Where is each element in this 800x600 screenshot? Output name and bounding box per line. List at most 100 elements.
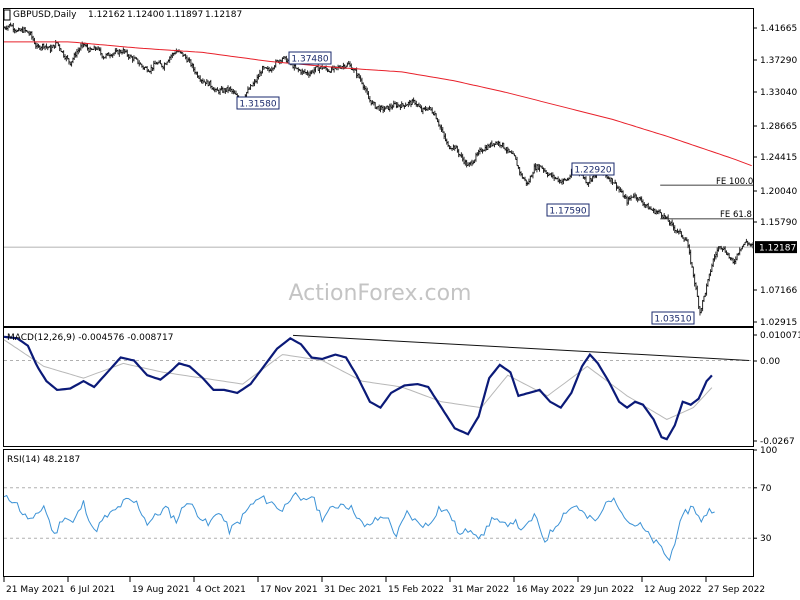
swing-label: 1.37480 [288,51,332,65]
macd-panel-frame [3,327,754,447]
candle [64,54,66,60]
candle [709,269,712,277]
candle [313,67,316,75]
candle [457,148,460,158]
candle [211,85,213,90]
candle [194,66,196,75]
candle [414,99,416,105]
candle [715,251,717,260]
candle [716,247,719,258]
candle [42,43,45,49]
candle [57,42,60,47]
chart-header: GBPUSD,Daily 1.12162 1.12400 1.11897 1.1… [3,9,242,21]
candle [342,62,345,70]
date-axis-label: 12 Aug 2022 [644,585,702,595]
header-low: 1.11897 [166,10,203,20]
swing-label-text: 1.22920 [574,166,611,176]
candle [479,147,481,155]
candle [456,145,459,153]
candle [707,279,709,287]
candle [309,70,312,77]
candle [192,63,195,72]
candle [508,148,510,153]
candle [249,84,252,90]
candle [182,52,184,57]
candle [506,146,509,154]
candle [546,171,549,178]
candle [304,68,306,74]
candle [671,219,673,227]
watermark: ActionForex.com [289,281,472,306]
candle [150,64,152,75]
candle [24,27,27,33]
candle [711,263,713,273]
candle [159,59,162,65]
macd-axis-label: 0.00 [760,357,780,367]
price-axis-label: 1.41665 [760,24,797,34]
rsi-layer [3,487,753,562]
candle [498,141,501,148]
macd-trendline [292,334,750,361]
candle [400,101,403,109]
candle [5,25,8,31]
price-axis-label: 1.20040 [760,187,797,197]
swing-label-box [651,311,695,325]
candle [518,167,521,176]
candle [89,46,91,53]
candle [256,74,259,84]
candle [544,168,546,173]
candle [86,43,89,51]
candle [447,141,449,148]
candle [738,247,741,256]
candle [514,155,517,160]
candle [314,66,317,73]
candle [708,273,711,282]
candle [410,100,412,108]
candle [252,81,255,87]
candle [693,273,696,287]
swing-label: 1.17590 [546,203,590,217]
candle [300,69,302,75]
candle [17,27,20,32]
candle [656,210,659,215]
swing-label: 1.03510 [651,311,695,325]
candle [88,47,90,53]
candle [460,152,463,158]
candle [475,152,477,162]
candle [424,105,427,112]
candle [703,295,705,303]
rsi-line [3,491,715,562]
candle [550,172,553,178]
rsi-axis-label: 30 [760,534,772,544]
candle [105,53,107,59]
moving-average-line [4,41,752,167]
price-axis-label: 1.28665 [760,122,797,132]
candle [642,199,644,206]
candle [40,46,42,51]
candle [620,188,623,193]
candle [662,214,664,219]
candle [712,258,715,267]
current-price-flag [755,241,797,254]
rsi-title: RSI(14) 48.2187 [7,455,80,465]
candle [126,49,129,57]
macd-axis-label: 0.010071 [760,331,800,341]
candle [268,66,270,73]
swing-label-box [236,96,280,110]
swing-label-box [546,203,590,217]
candle [734,256,737,265]
candle [45,43,48,49]
candle [685,237,688,242]
macd-line [3,335,713,441]
candle [33,37,36,45]
candle [73,52,76,60]
candle [614,179,616,184]
candle [390,103,392,110]
candle [589,175,591,185]
candle [138,60,141,67]
candle [142,65,144,70]
candle [122,47,125,54]
swing-label-text: 1.37480 [291,55,328,65]
candle [700,308,703,314]
